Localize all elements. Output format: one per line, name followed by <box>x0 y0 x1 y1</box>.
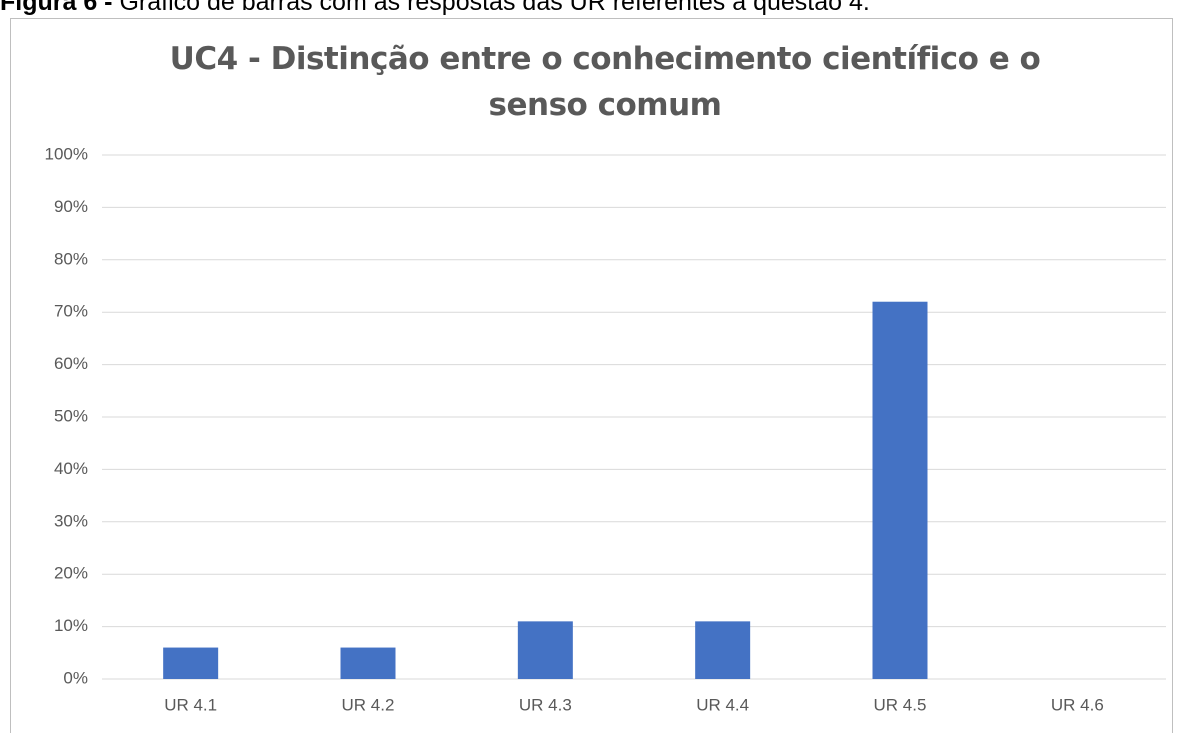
y-tick-label: 0% <box>63 668 88 687</box>
caption-label: Figura 6 - <box>0 0 113 16</box>
caption-text: Gráfico de barras com as respostas das U… <box>119 0 870 16</box>
x-tick-label: UR 4.6 <box>1051 695 1104 714</box>
y-tick-label: 100% <box>45 144 88 163</box>
chart-title: UC4 - Distinção entre o conhecimento cie… <box>169 41 1041 123</box>
figure-caption: Figura 6 - Gráfico de barras com as resp… <box>0 0 870 17</box>
y-tick-label: 10% <box>54 616 88 635</box>
bar <box>872 301 928 679</box>
y-tick-label: 60% <box>54 354 88 373</box>
y-tick-label: 40% <box>54 459 88 478</box>
x-tick-label: UR 4.4 <box>696 695 749 714</box>
x-tick-label: UR 4.2 <box>342 695 395 714</box>
bar <box>340 647 396 679</box>
bar <box>517 621 573 679</box>
x-tick-label: UR 4.3 <box>519 695 572 714</box>
x-tick-label: UR 4.5 <box>874 695 927 714</box>
bar <box>163 647 219 679</box>
y-tick-label: 80% <box>54 249 88 268</box>
y-tick-label: 20% <box>54 564 88 583</box>
y-tick-label: 30% <box>54 511 88 530</box>
chart-frame <box>10 18 1173 733</box>
y-tick-label: 50% <box>54 406 88 425</box>
x-tick-label: UR 4.1 <box>164 695 217 714</box>
bar <box>695 621 751 679</box>
y-tick-label: 70% <box>54 302 88 321</box>
y-tick-label: 90% <box>54 197 88 216</box>
